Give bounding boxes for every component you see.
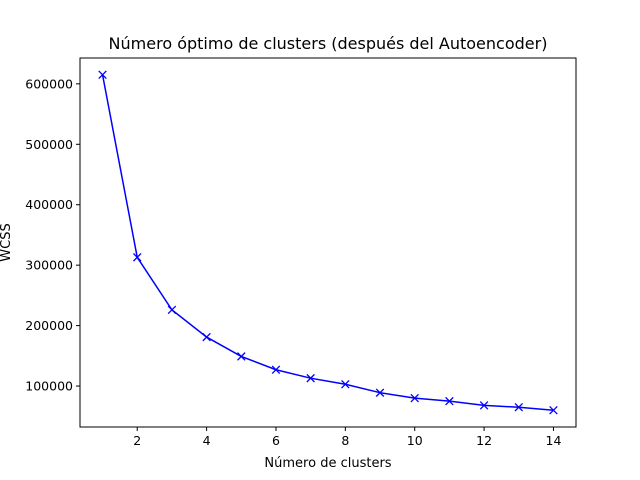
y-tick-500000: 500000	[25, 137, 80, 152]
x-tick-2: 2	[133, 427, 141, 448]
data-point-2	[132, 253, 142, 262]
x-tick-8: 8	[341, 427, 349, 448]
x-tick-10: 10	[407, 427, 423, 448]
x-axis-label: Número de clusters	[264, 456, 391, 471]
y-tick-label: 100000	[25, 379, 73, 394]
y-tick-label: 500000	[25, 137, 73, 152]
data-point-5	[237, 352, 246, 361]
x-tick-12: 12	[476, 427, 492, 448]
y-tick-label: 600000	[25, 76, 73, 91]
x-tick-label: 10	[407, 433, 423, 448]
y-tick-400000: 400000	[25, 197, 80, 212]
y-axis-label: WCSS	[0, 223, 14, 261]
y-tick-300000: 300000	[25, 258, 80, 273]
y-tick-100000: 100000	[25, 379, 80, 394]
x-tick-4: 4	[203, 427, 211, 448]
data-point-12	[479, 401, 489, 410]
data-point-13	[514, 402, 524, 412]
y-tick-200000: 200000	[25, 318, 80, 333]
x-tick-label: 8	[341, 433, 349, 448]
plot-area	[98, 70, 558, 415]
y-tick-label: 200000	[25, 318, 73, 333]
y-tick-label: 400000	[25, 197, 73, 212]
data-point-1	[98, 70, 107, 80]
data-point-11	[445, 396, 454, 406]
x-tick-label: 4	[203, 433, 211, 448]
x-axis: 2 4 6 8 10 12 14	[133, 427, 561, 448]
data-point-4	[202, 332, 211, 342]
x-tick-label: 12	[476, 433, 492, 448]
y-axis: 100000 200000 300000 400000 500000 600000	[25, 76, 80, 394]
x-tick-label: 6	[272, 433, 280, 448]
data-point-9	[375, 388, 385, 397]
data-point-8	[341, 379, 350, 389]
series-line	[101, 74, 554, 411]
x-tick-14: 14	[546, 427, 562, 448]
y-tick-label: 300000	[25, 258, 73, 273]
chart-title: Número óptimo de clusters (después del A…	[109, 34, 548, 53]
y-tick-600000: 600000	[25, 76, 80, 91]
x-tick-label: 2	[133, 433, 141, 448]
data-point-10	[410, 393, 419, 403]
data-point-14	[549, 405, 558, 415]
x-tick-6: 6	[272, 427, 280, 448]
data-point-6	[271, 365, 281, 374]
x-tick-label: 14	[546, 433, 562, 448]
data-point-7	[306, 373, 315, 383]
data-point-3	[167, 305, 177, 315]
axes-frame	[79, 57, 577, 428]
